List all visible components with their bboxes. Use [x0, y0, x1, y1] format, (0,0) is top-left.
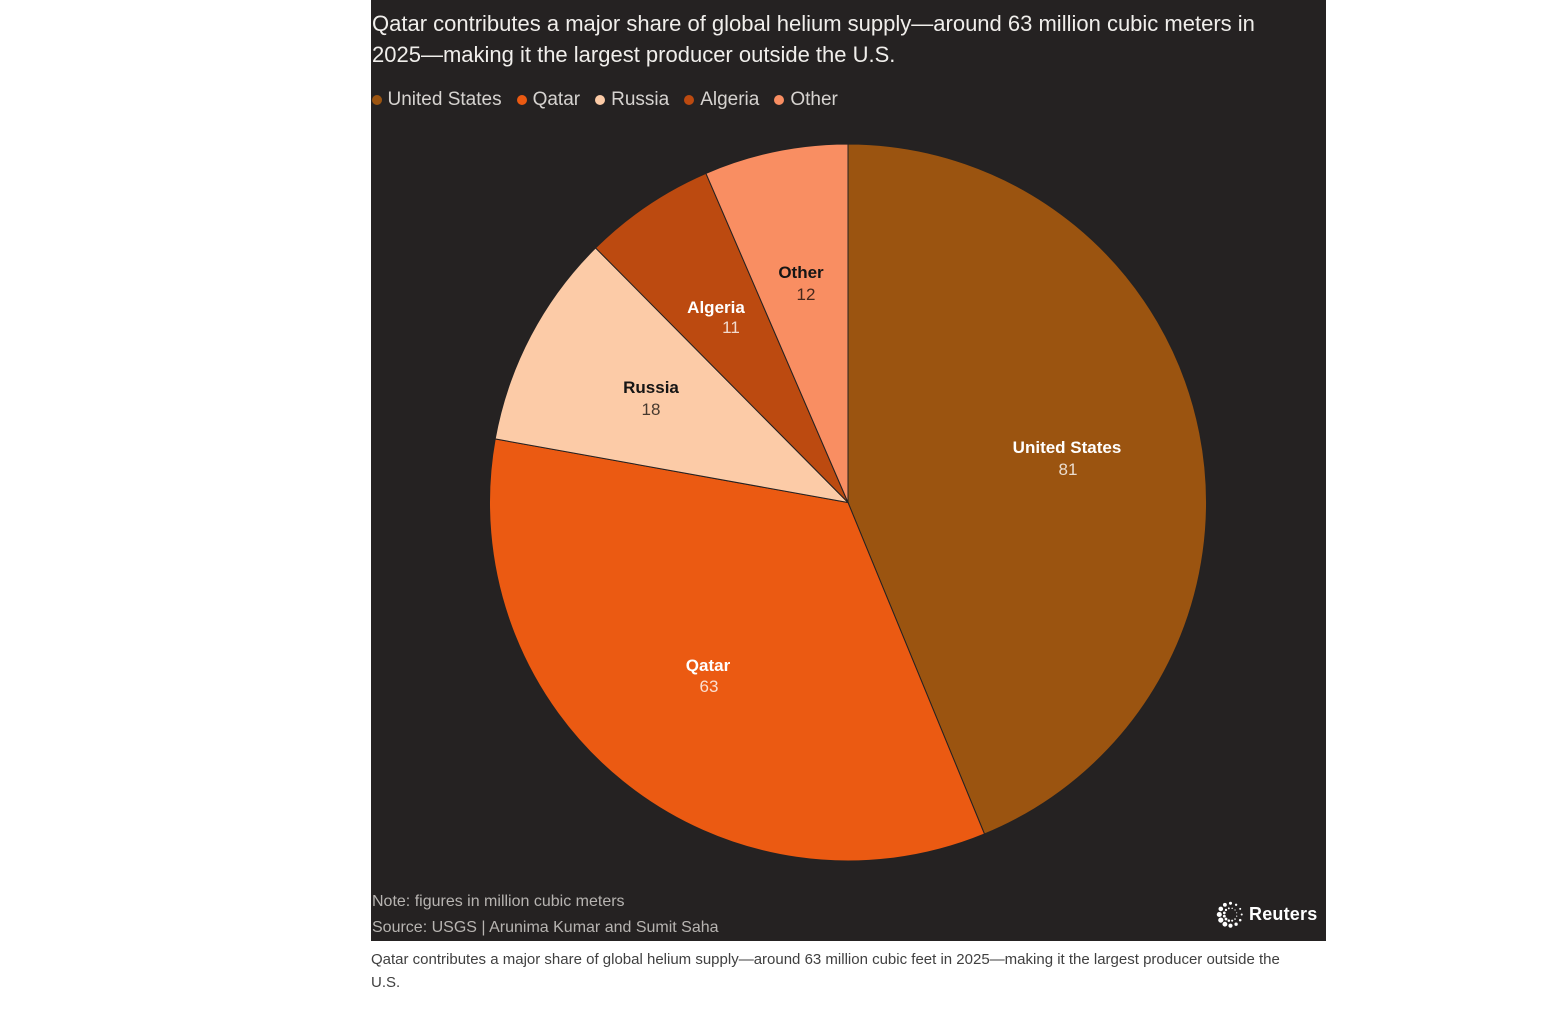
pie-chart	[489, 143, 1207, 862]
legend-label-russia: Russia	[611, 89, 670, 110]
legend-dot-united-states-icon	[371, 95, 382, 105]
pie-slices-group	[489, 143, 1207, 862]
legend-label-united-states: United States	[387, 89, 502, 110]
slice-value-qatar: 63	[699, 677, 719, 696]
slice-value-algeria: 11	[722, 318, 740, 337]
pie-slice-qatar	[489, 438, 986, 862]
legend-label-algeria: Algeria	[700, 89, 760, 110]
legend-dot-russia-icon	[595, 95, 606, 105]
legend-label-other: Other	[790, 89, 838, 110]
legend-item-other: Other	[774, 89, 838, 111]
pie-slice-other	[705, 143, 849, 503]
legend-item-russia: Russia	[595, 89, 669, 111]
chart-panel: Qatar contributes a major share of globa…	[371, 0, 1326, 941]
legend-item-united-states: United States	[371, 89, 502, 111]
legend-dot-algeria-icon	[684, 95, 695, 105]
chart-note: Note: figures in million cubic meters	[372, 893, 625, 910]
slice-label-other: Other	[778, 263, 824, 282]
legend-item-qatar: Qatar	[516, 89, 581, 111]
slice-value-united-states: 81	[1058, 460, 1078, 479]
legend-label-qatar: Qatar	[532, 89, 581, 110]
reuters-logo: Reuters	[1216, 899, 1326, 931]
legend-dot-qatar-icon	[516, 95, 527, 105]
slice-label-united-states: United States	[1012, 438, 1122, 457]
pie-slice-united-states	[847, 143, 1207, 835]
chart-legend: United States Qatar Russia Algeria Other	[371, 89, 838, 111]
slice-value-russia: 18	[641, 400, 661, 419]
pie-slice-algeria	[594, 172, 849, 503]
chart-caption: Qatar contributes a major share of globa…	[371, 951, 1280, 991]
chart-source: Source: USGS | Arunima Kumar and Sumit S…	[372, 919, 719, 936]
slice-label-russia: Russia	[623, 378, 679, 397]
reuters-logo-icon	[1216, 901, 1243, 928]
slice-value-other: 12	[796, 285, 816, 304]
slice-label-algeria: Algeria	[687, 298, 745, 317]
reuters-logo-text: Reuters	[1249, 904, 1318, 924]
reuters-dotted-circle-icon	[1216, 901, 1243, 928]
slice-label-qatar: Qatar	[685, 656, 731, 675]
legend-item-algeria: Algeria	[684, 89, 759, 111]
legend-dot-other-icon	[774, 95, 785, 105]
pie-slice-russia	[494, 247, 850, 504]
chart-title: Qatar contributes a major share of globa…	[372, 11, 1255, 67]
